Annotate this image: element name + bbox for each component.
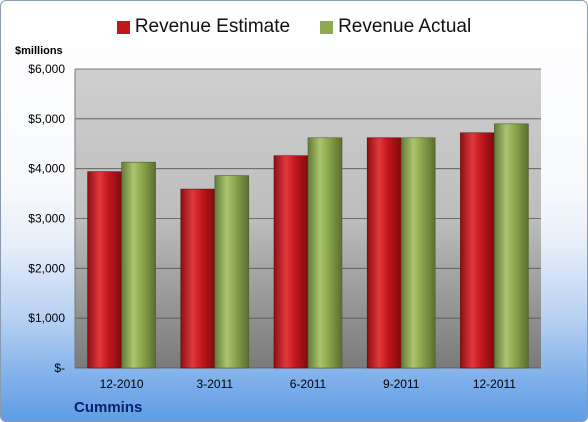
legend-item-actual: Revenue Actual [320,16,471,38]
bar-revenue-estimate [87,171,122,369]
bar-revenue-estimate [460,132,495,369]
legend-label-actual: Revenue Actual [338,16,472,37]
y-tick-label: $4,000 [28,162,65,176]
legend-swatch-actual [320,20,334,34]
y-tick-label: $5,000 [28,112,65,126]
x-tick-label: 6-2011 [290,377,327,391]
x-tick-label: 9-2011 [383,377,420,391]
bar-revenue-actual [400,137,436,369]
x-tick-label: 12-2010 [100,377,144,391]
legend-swatch-estimate [116,20,130,34]
bar-revenue-actual [494,123,529,369]
legend: Revenue Estimate Revenue Actual [1,16,587,38]
bar-revenue-actual [307,137,343,369]
x-tick-label: 12-2011 [473,377,516,391]
legend-item-estimate: Revenue Estimate [116,16,291,38]
bar-revenue-estimate [273,155,309,369]
y-tick-label: $1,000 [28,311,65,325]
company-name: Cummins [74,399,143,416]
y-tick-label: $6,000 [28,62,65,76]
bar-revenue-actual [121,161,156,369]
y-tick-label: $2,000 [28,261,65,275]
y-tick-label: $3,000 [28,212,65,226]
x-tick-label: 3-2011 [197,377,234,391]
units-label: $millions [15,45,63,57]
bar-revenue-actual [214,175,250,369]
y-tick-label: $- [54,361,65,375]
legend-label-estimate: Revenue Estimate [134,16,291,37]
bar-revenue-estimate [180,188,216,369]
bar-revenue-estimate [366,137,402,369]
